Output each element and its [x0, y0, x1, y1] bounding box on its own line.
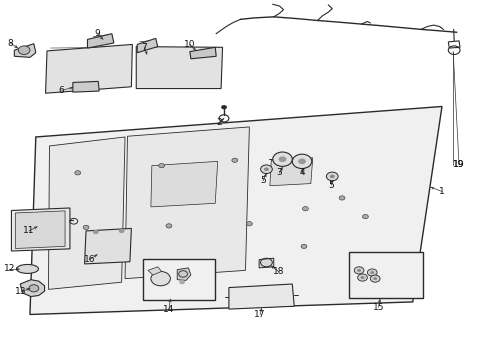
- Bar: [348, 252, 423, 298]
- Circle shape: [298, 158, 305, 164]
- Polygon shape: [14, 44, 36, 57]
- Circle shape: [119, 229, 124, 233]
- Circle shape: [326, 172, 337, 181]
- Circle shape: [338, 196, 344, 200]
- Polygon shape: [48, 137, 125, 289]
- Circle shape: [366, 269, 376, 276]
- Text: 19: 19: [452, 161, 464, 170]
- Ellipse shape: [17, 265, 39, 273]
- Circle shape: [165, 224, 171, 228]
- Circle shape: [179, 280, 184, 284]
- Text: 8: 8: [7, 39, 13, 48]
- Circle shape: [329, 175, 334, 178]
- Text: 9: 9: [94, 29, 100, 38]
- Polygon shape: [228, 284, 294, 309]
- Polygon shape: [125, 127, 249, 279]
- Circle shape: [18, 46, 30, 54]
- Text: 15: 15: [372, 303, 384, 312]
- Circle shape: [260, 165, 272, 174]
- Circle shape: [360, 276, 364, 279]
- Circle shape: [75, 171, 81, 175]
- Polygon shape: [11, 208, 70, 251]
- Polygon shape: [151, 161, 217, 207]
- Text: 17: 17: [254, 310, 265, 319]
- Text: 2: 2: [216, 118, 222, 127]
- Text: 18: 18: [272, 267, 284, 276]
- Circle shape: [246, 222, 252, 226]
- Text: 14: 14: [163, 305, 174, 314]
- Circle shape: [369, 275, 379, 282]
- Circle shape: [302, 207, 308, 211]
- Circle shape: [158, 163, 164, 168]
- Text: 10: 10: [184, 40, 195, 49]
- Polygon shape: [15, 211, 65, 248]
- Text: 11: 11: [23, 226, 35, 235]
- Text: 1: 1: [438, 187, 444, 196]
- Circle shape: [301, 244, 306, 248]
- Circle shape: [278, 156, 286, 162]
- Circle shape: [369, 271, 373, 274]
- Circle shape: [372, 277, 376, 280]
- Circle shape: [83, 225, 89, 229]
- Circle shape: [272, 152, 292, 166]
- Text: 5: 5: [260, 176, 265, 185]
- Polygon shape: [189, 47, 216, 59]
- Polygon shape: [259, 258, 273, 268]
- Bar: [143, 259, 215, 300]
- Polygon shape: [136, 46, 222, 89]
- Polygon shape: [269, 158, 312, 186]
- Text: 12: 12: [4, 265, 15, 274]
- Circle shape: [353, 267, 363, 274]
- Polygon shape: [45, 44, 132, 93]
- Polygon shape: [84, 228, 131, 264]
- Text: 4: 4: [299, 168, 304, 177]
- Polygon shape: [87, 34, 114, 48]
- Polygon shape: [148, 267, 161, 275]
- Text: 19: 19: [452, 161, 464, 170]
- Circle shape: [264, 167, 268, 171]
- Circle shape: [362, 215, 367, 219]
- Text: 7: 7: [142, 43, 147, 52]
- Polygon shape: [30, 107, 441, 315]
- Circle shape: [292, 154, 311, 168]
- Circle shape: [231, 158, 237, 162]
- Polygon shape: [137, 39, 158, 53]
- Polygon shape: [73, 81, 99, 92]
- Polygon shape: [177, 268, 190, 280]
- Text: 5: 5: [328, 180, 333, 189]
- Text: 16: 16: [83, 255, 95, 264]
- Text: 6: 6: [59, 86, 64, 95]
- Circle shape: [357, 274, 366, 281]
- Polygon shape: [20, 280, 44, 297]
- Text: 13: 13: [16, 287, 27, 296]
- Circle shape: [356, 269, 360, 272]
- Circle shape: [93, 230, 99, 234]
- Text: 3: 3: [276, 168, 282, 177]
- Circle shape: [29, 285, 39, 292]
- Circle shape: [151, 271, 170, 286]
- Circle shape: [221, 105, 226, 109]
